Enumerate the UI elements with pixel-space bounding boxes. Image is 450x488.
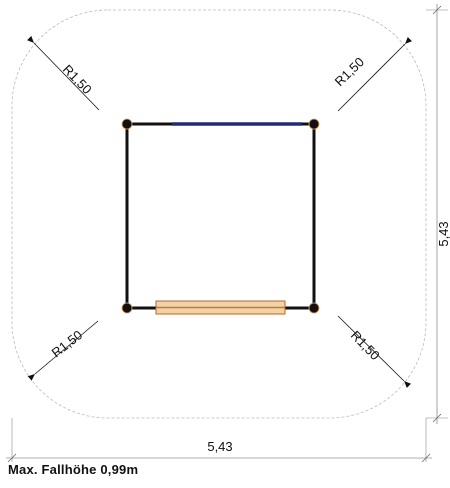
corner-post-bottom-right: [308, 302, 320, 314]
corner-post-bottom-left: [121, 302, 133, 314]
height-dimension: 5,43: [426, 4, 450, 424]
radius-dimension-top-right: R1,50: [332, 36, 413, 112]
radius-label-top-left: R1,50: [60, 62, 95, 97]
width-dimension: 5,43: [6, 418, 432, 463]
corner-post-top-right: [308, 118, 320, 130]
equipment-frame: [121, 118, 320, 315]
radius-label-bottom-right: R1,50: [348, 328, 383, 363]
radius-dimension-bottom-left: R1,50: [27, 320, 99, 381]
width-label: 5,43: [207, 439, 232, 454]
radius-dimension-bottom-right: R1,50: [337, 315, 412, 389]
corner-post-top-left: [121, 118, 133, 130]
max-fall-height-caption: Max. Fallhöhe 0,99m: [8, 462, 139, 477]
radius-label-bottom-left: R1,50: [49, 327, 86, 360]
height-label: 5,43: [436, 221, 450, 246]
radius-dimension-top-left: R1,50: [26, 35, 100, 111]
radius-label-top-right: R1,50: [332, 54, 367, 89]
safety-zone-boundary: [11, 9, 427, 419]
